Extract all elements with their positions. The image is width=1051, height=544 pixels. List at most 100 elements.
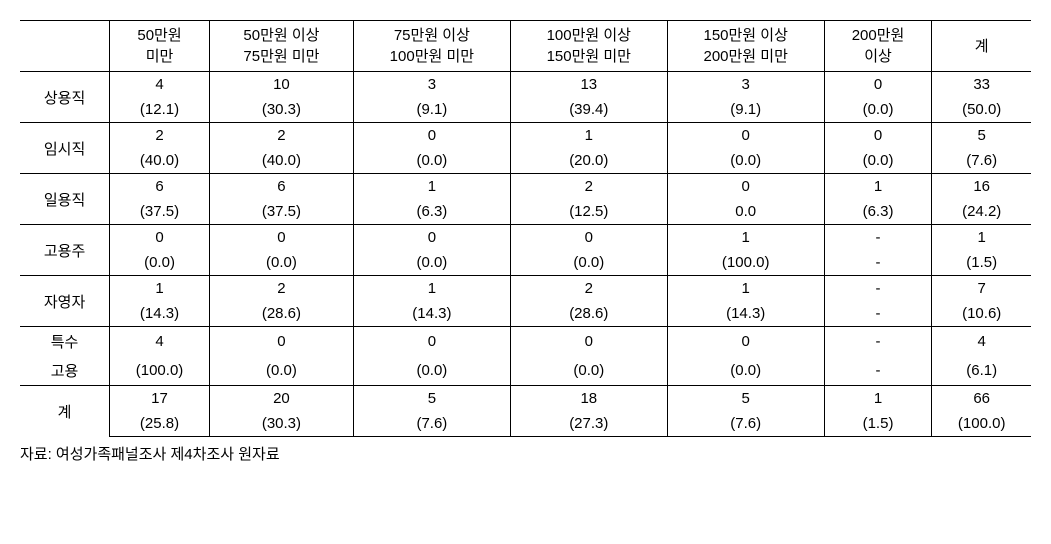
- cell-value: 0: [667, 327, 824, 357]
- cell-pct: (6.1): [932, 356, 1031, 386]
- cell-value: 7: [932, 276, 1031, 302]
- cell-pct: (14.3): [353, 301, 510, 327]
- cell-value: 6: [209, 174, 353, 200]
- cell-value: 2: [510, 276, 667, 302]
- table-header-row: 50만원 미만 50만원 이상 75만원 미만 75만원 이상 100만원 미만…: [20, 21, 1031, 72]
- cell-pct: (9.1): [667, 97, 824, 123]
- cell-pct: (40.0): [209, 148, 353, 174]
- cell-value: 2: [510, 174, 667, 200]
- cell-value: 66: [932, 386, 1031, 412]
- table-row: 상용직 4 10 3 13 3 0 33: [20, 72, 1031, 98]
- table-row: 고용주 0 0 0 0 1 - 1: [20, 225, 1031, 251]
- cell-value: 0: [667, 123, 824, 149]
- table-row: (12.1) (30.3) (9.1) (39.4) (9.1) (0.0) (…: [20, 97, 1031, 123]
- cell-pct: (28.6): [510, 301, 667, 327]
- cell-pct: (0.0): [209, 250, 353, 276]
- cell-pct: (6.3): [353, 199, 510, 225]
- cell-value: 2: [110, 123, 210, 149]
- header-col-1: 50만원 미만: [110, 21, 210, 72]
- header-text: 계: [940, 36, 1023, 57]
- cell-value: -: [824, 225, 932, 251]
- cell-value: 1: [510, 123, 667, 149]
- cell-pct: (7.6): [667, 411, 824, 437]
- cell-pct: (0.0): [667, 356, 824, 386]
- income-by-employment-table: 50만원 미만 50만원 이상 75만원 미만 75만원 이상 100만원 미만…: [20, 20, 1031, 437]
- cell-value: 4: [110, 72, 210, 98]
- cell-value: 10: [209, 72, 353, 98]
- cell-value: 2: [209, 123, 353, 149]
- cell-pct: (27.3): [510, 411, 667, 437]
- table-row: (14.3) (28.6) (14.3) (28.6) (14.3) - (10…: [20, 301, 1031, 327]
- cell-value: 4: [110, 327, 210, 357]
- cell-value: 18: [510, 386, 667, 412]
- table-row: 임시직 2 2 0 1 0 0 5: [20, 123, 1031, 149]
- cell-pct: (0.0): [510, 250, 667, 276]
- cell-value: 0: [510, 225, 667, 251]
- header-col-6: 200만원 이상: [824, 21, 932, 72]
- table-row-total: 계 17 20 5 18 5 1 66: [20, 386, 1031, 412]
- cell-value: 1: [932, 225, 1031, 251]
- header-blank: [20, 21, 110, 72]
- cell-pct: (30.3): [209, 411, 353, 437]
- header-text: 200만원: [833, 25, 924, 46]
- row-label: 자영자: [20, 276, 110, 327]
- cell-pct: (0.0): [353, 250, 510, 276]
- cell-pct: (14.3): [667, 301, 824, 327]
- cell-pct: (37.5): [209, 199, 353, 225]
- cell-pct: (100.0): [667, 250, 824, 276]
- header-col-2: 50만원 이상 75만원 미만: [209, 21, 353, 72]
- header-col-5: 150만원 이상 200만원 미만: [667, 21, 824, 72]
- cell-value: 6: [110, 174, 210, 200]
- cell-value: 33: [932, 72, 1031, 98]
- cell-pct: (39.4): [510, 97, 667, 123]
- cell-value: 2: [209, 276, 353, 302]
- row-label-line2: 고용: [20, 356, 110, 386]
- cell-pct: (12.1): [110, 97, 210, 123]
- cell-value: 1: [667, 276, 824, 302]
- cell-pct: (7.6): [353, 411, 510, 437]
- header-text: 미만: [118, 46, 201, 67]
- cell-pct: (0.0): [353, 356, 510, 386]
- table-row: (0.0) (0.0) (0.0) (0.0) (100.0) - (1.5): [20, 250, 1031, 276]
- cell-pct: (30.3): [209, 97, 353, 123]
- cell-value: 0: [353, 327, 510, 357]
- cell-pct: (0.0): [353, 148, 510, 174]
- table-row: (37.5) (37.5) (6.3) (12.5) 0.0 (6.3) (24…: [20, 199, 1031, 225]
- header-text: 200만원 미만: [676, 46, 816, 67]
- cell-pct: (6.3): [824, 199, 932, 225]
- table-row: 고용 (100.0) (0.0) (0.0) (0.0) (0.0) - (6.…: [20, 356, 1031, 386]
- cell-value: 17: [110, 386, 210, 412]
- header-text: 150만원 이상: [676, 25, 816, 46]
- header-col-3: 75만원 이상 100만원 미만: [353, 21, 510, 72]
- cell-value: -: [824, 276, 932, 302]
- header-text: 100만원 이상: [519, 25, 659, 46]
- cell-value: 3: [667, 72, 824, 98]
- cell-value: 5: [353, 386, 510, 412]
- cell-value: 13: [510, 72, 667, 98]
- header-text: 75만원 미만: [218, 46, 345, 67]
- cell-value: 0: [110, 225, 210, 251]
- cell-pct: -: [824, 301, 932, 327]
- cell-pct: (0.0): [667, 148, 824, 174]
- cell-value: 1: [824, 386, 932, 412]
- cell-pct: (20.0): [510, 148, 667, 174]
- table-row-total: (25.8) (30.3) (7.6) (27.3) (7.6) (1.5) (…: [20, 411, 1031, 437]
- cell-pct: (37.5): [110, 199, 210, 225]
- cell-value: 0: [209, 225, 353, 251]
- row-label: 상용직: [20, 72, 110, 123]
- cell-pct: (12.5): [510, 199, 667, 225]
- cell-value: -: [824, 327, 932, 357]
- row-label-total: 계: [20, 386, 110, 437]
- cell-pct: (24.2): [932, 199, 1031, 225]
- header-text: 100만원 미만: [362, 46, 502, 67]
- table-row: 일용직 6 6 1 2 0 1 16: [20, 174, 1031, 200]
- cell-pct: (0.0): [510, 356, 667, 386]
- cell-pct: (0.0): [110, 250, 210, 276]
- cell-value: 1: [824, 174, 932, 200]
- cell-value: 4: [932, 327, 1031, 357]
- cell-value: 5: [932, 123, 1031, 149]
- cell-value: 0: [353, 225, 510, 251]
- cell-value: 0: [667, 174, 824, 200]
- cell-pct: (40.0): [110, 148, 210, 174]
- header-col-4: 100만원 이상 150만원 미만: [510, 21, 667, 72]
